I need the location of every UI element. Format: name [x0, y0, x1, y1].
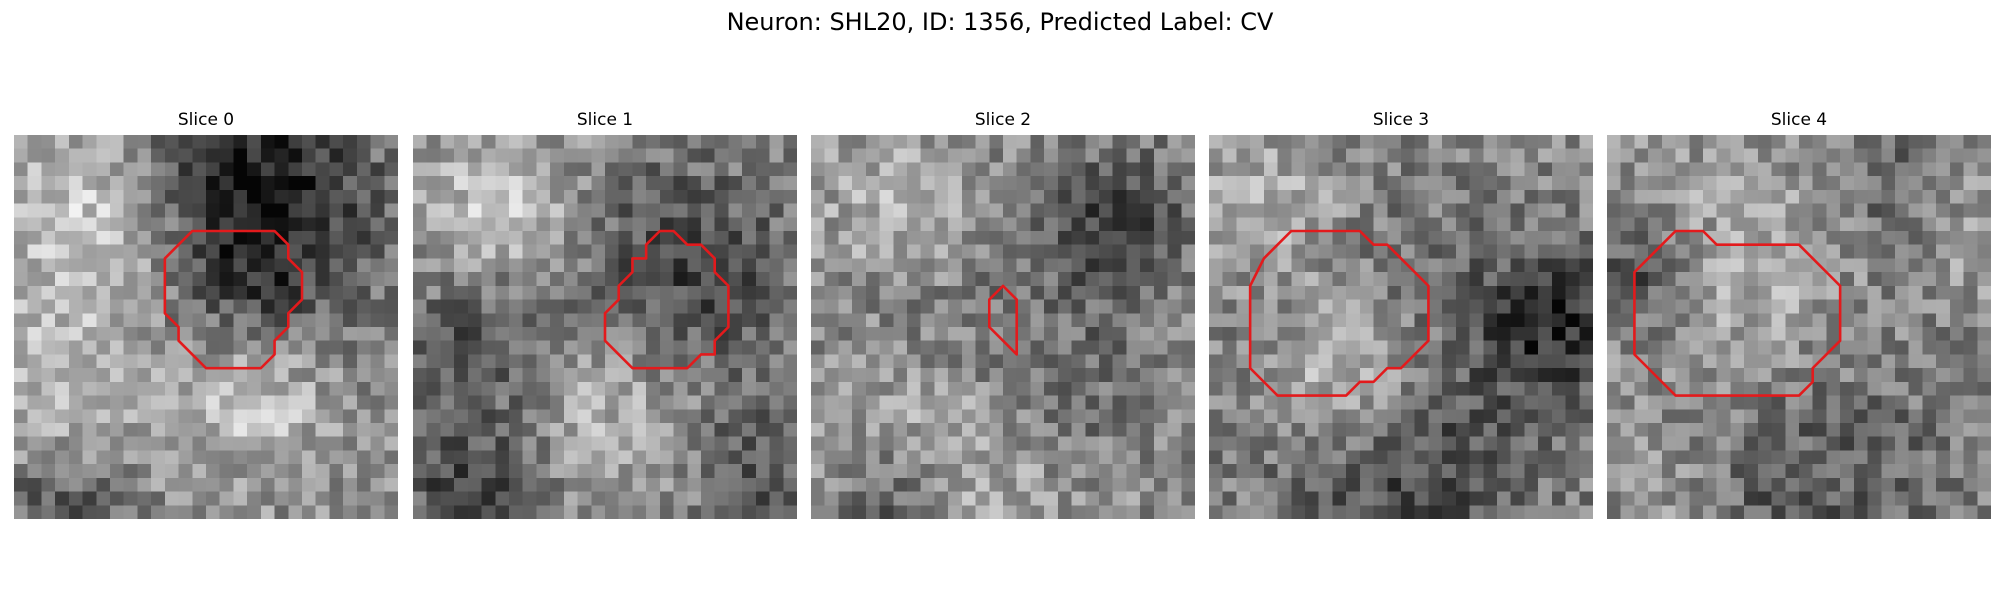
- slice-title: Slice 3: [1372, 110, 1430, 130]
- slice-title: Slice 2: [974, 110, 1032, 130]
- cell-contour: [413, 135, 797, 519]
- cell-contour: [14, 135, 398, 519]
- slice-title: Slice 4: [1770, 110, 1828, 130]
- slice-image: [1607, 135, 1991, 519]
- cell-contour: [1209, 135, 1593, 519]
- slice-image: [1209, 135, 1593, 519]
- figure-title: Neuron: SHL20, ID: 1356, Predicted Label…: [726, 8, 1274, 36]
- cell-contour: [811, 135, 1195, 519]
- cell-contour: [1607, 135, 1991, 519]
- slice-image: [811, 135, 1195, 519]
- slice-title: Slice 0: [177, 110, 235, 130]
- slice-title: Slice 1: [576, 110, 634, 130]
- slice-image: [14, 135, 398, 519]
